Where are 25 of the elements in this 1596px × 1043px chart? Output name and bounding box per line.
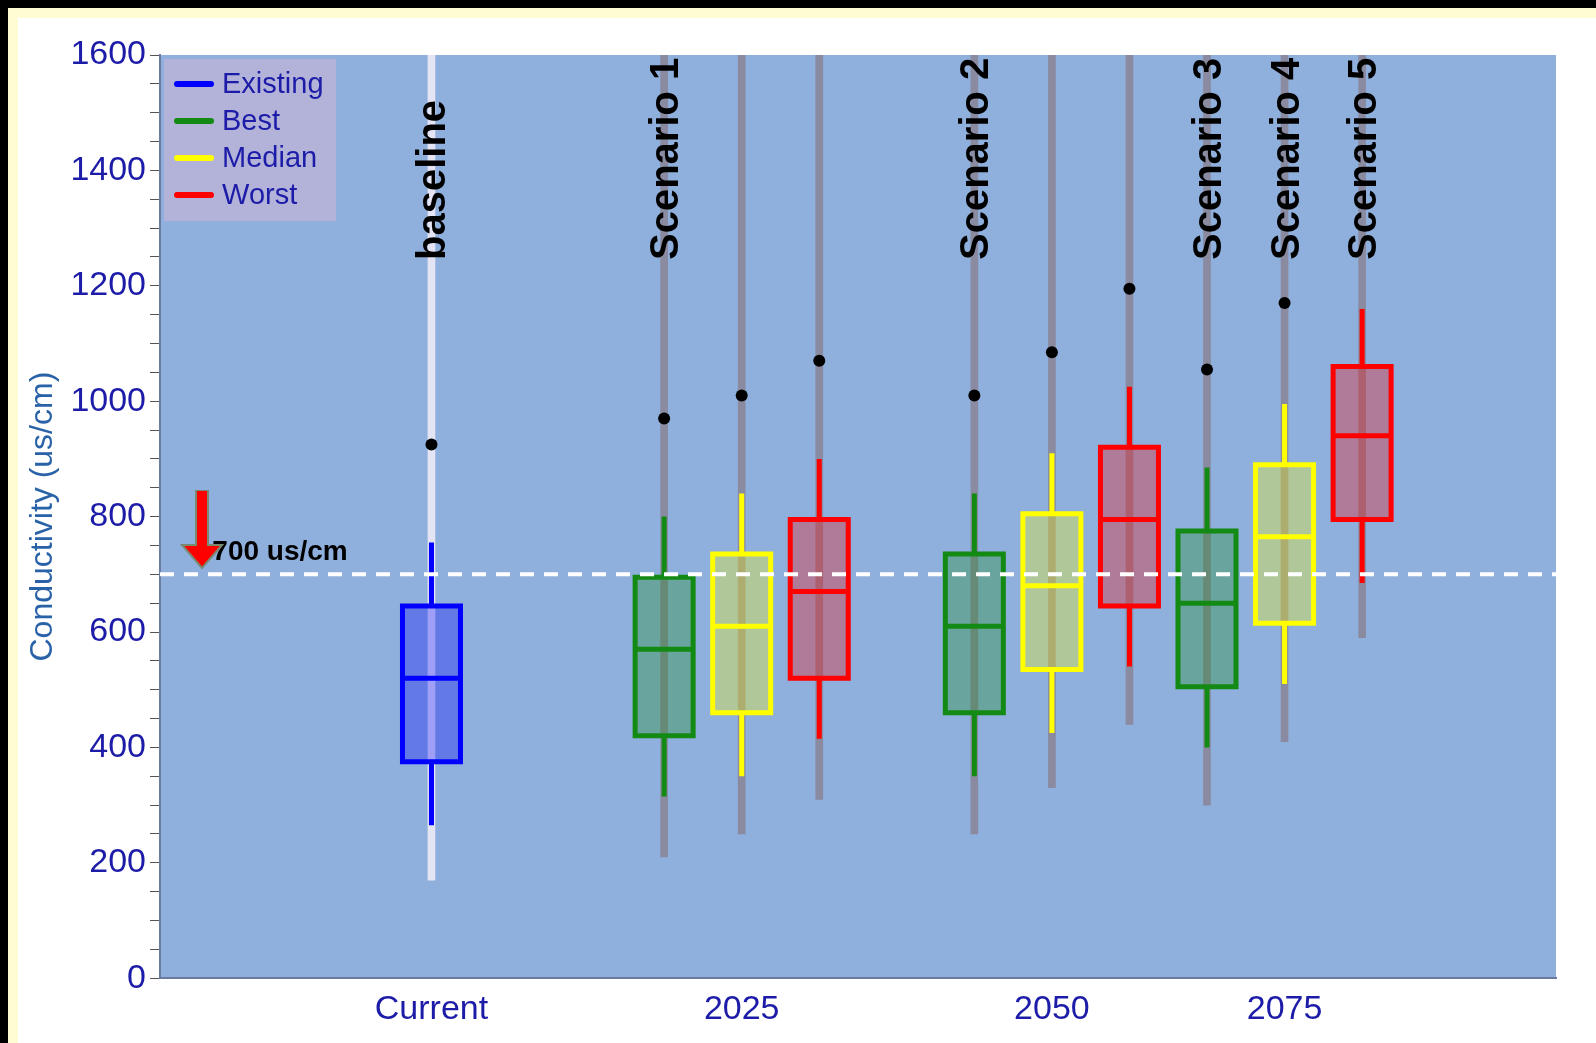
y-tick-label: 1000 xyxy=(70,379,147,418)
legend-label: Median xyxy=(222,141,318,174)
y-tick-label: 1200 xyxy=(70,264,147,303)
x-tick-label: Current xyxy=(374,987,489,1026)
x-tick-label: 2075 xyxy=(1246,987,1323,1026)
x-tick-label: 2050 xyxy=(1014,987,1090,1026)
legend-label: Worst xyxy=(222,178,298,211)
y-tick-label: 1400 xyxy=(70,148,147,187)
annotation: Scenario 3 xyxy=(1185,57,1230,260)
y-axis-title: Conductivity (us/cm) xyxy=(23,371,60,662)
annotation: Scenario 1 xyxy=(642,57,687,260)
y-tick-label: 400 xyxy=(89,725,147,764)
legend-label: Existing xyxy=(222,67,324,100)
y-tick-label: 1600 xyxy=(70,33,147,72)
y-tick-label: 800 xyxy=(89,494,147,533)
y-tick-label: 0 xyxy=(127,956,147,995)
annotation: Scenario 5 xyxy=(1340,57,1385,260)
ref-line-label: 700 us/cm xyxy=(212,535,348,567)
annotation: Scenario 4 xyxy=(1262,56,1307,260)
x-tick-label: 2025 xyxy=(703,987,780,1026)
annotation: Scenario 2 xyxy=(952,57,997,260)
y-tick-label: 600 xyxy=(89,610,147,649)
y-tick-label: 200 xyxy=(89,841,147,880)
annotation: baseline xyxy=(409,99,454,260)
legend-label: Best xyxy=(222,104,281,137)
